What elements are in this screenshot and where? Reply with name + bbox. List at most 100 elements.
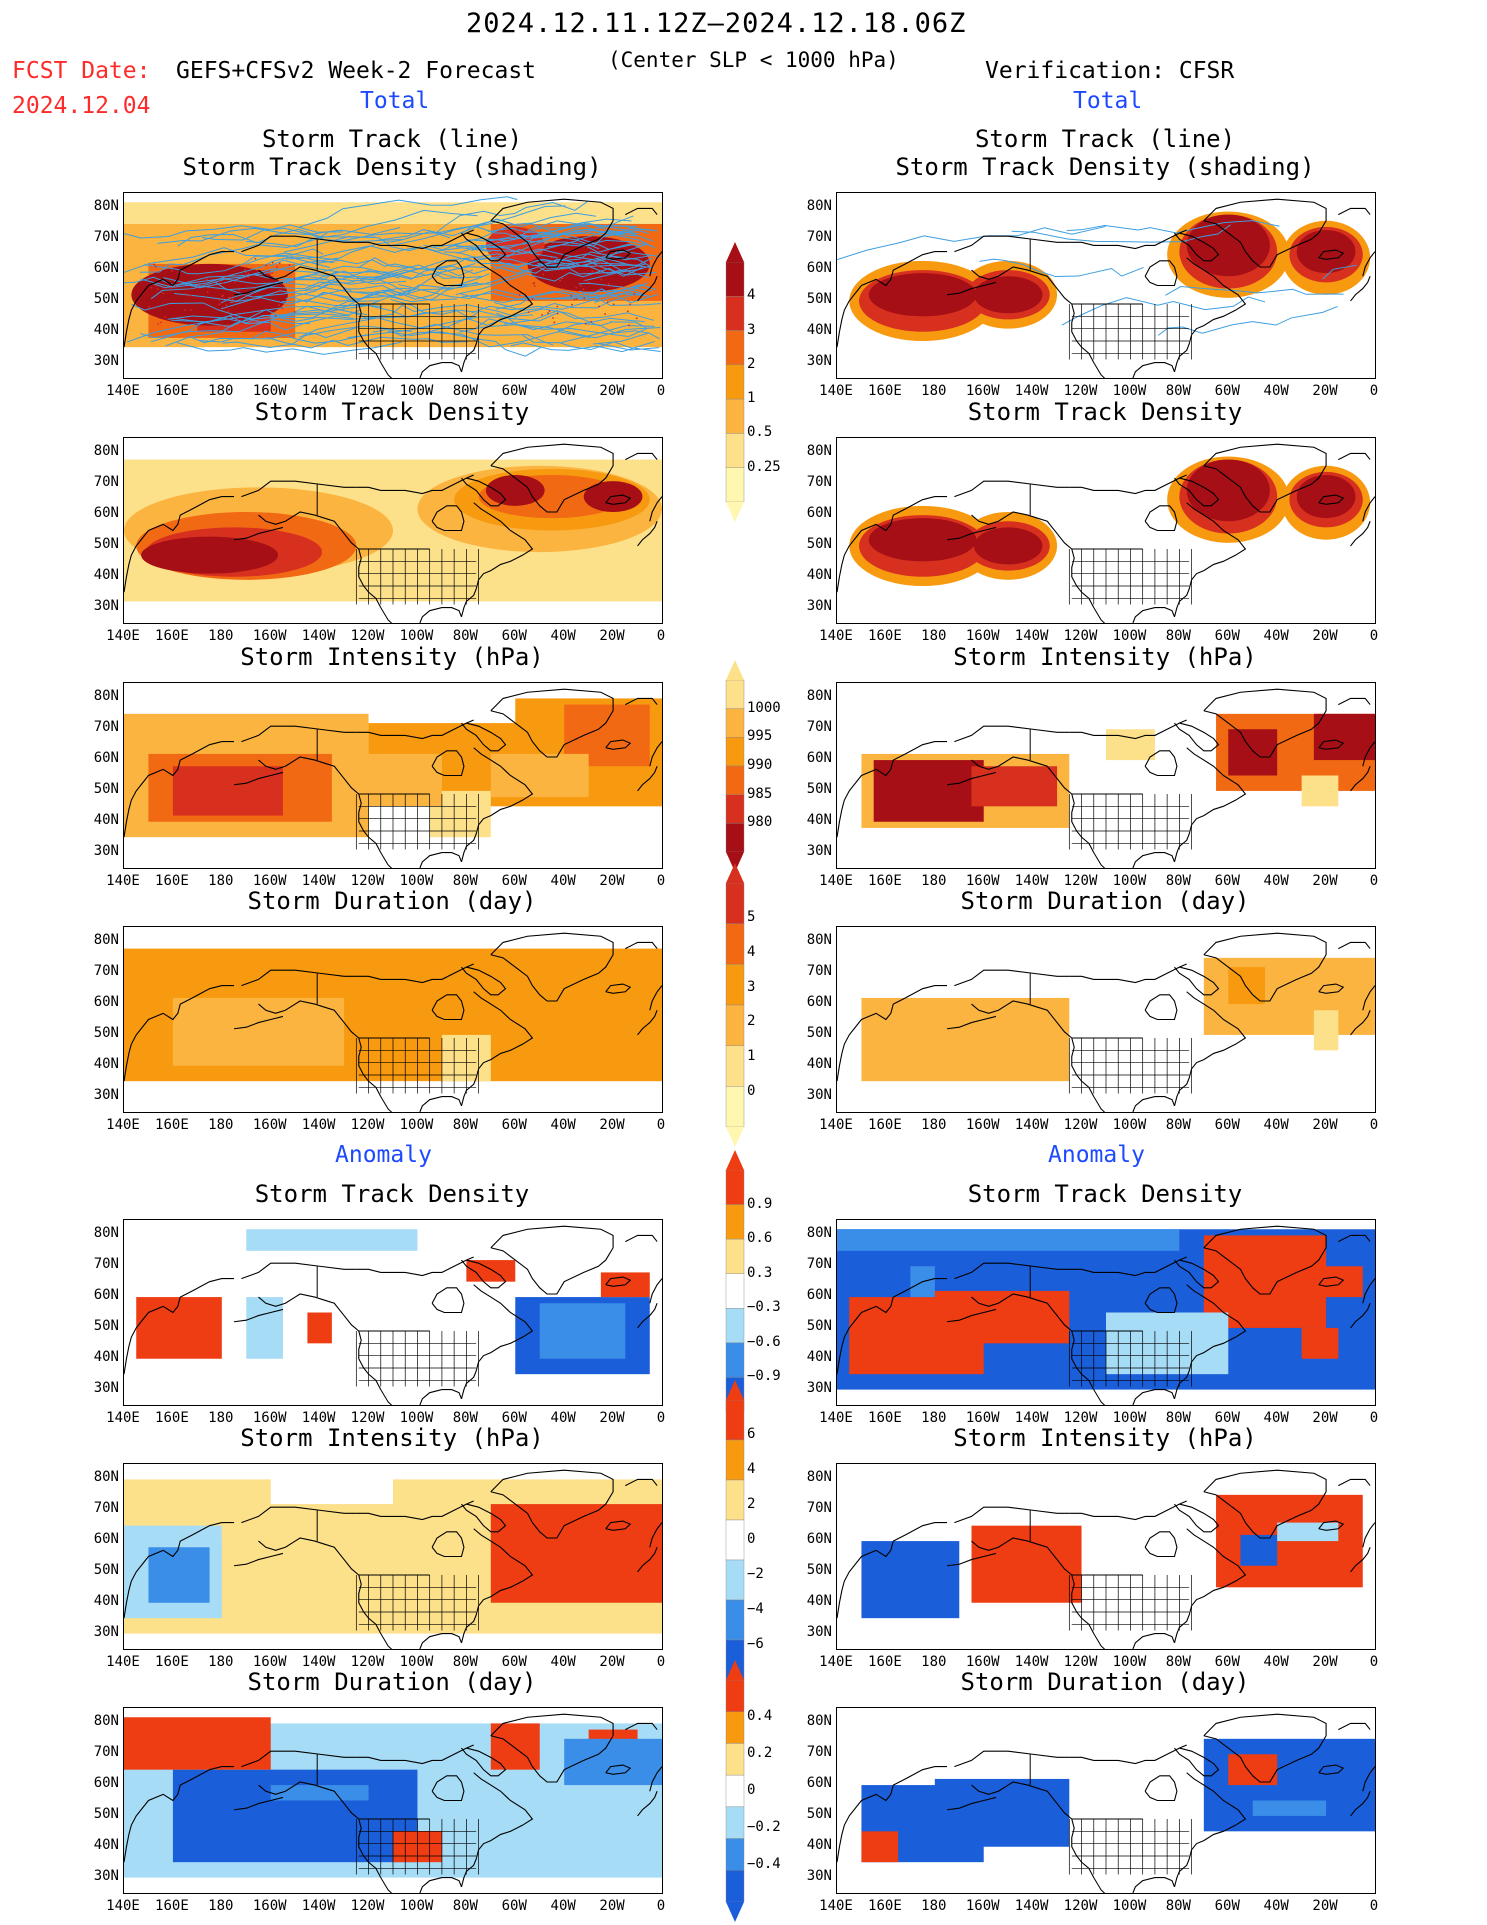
x-tick-right-row1-11: 0 [1369,628,1379,644]
x-tick-left-row4-9: 40W [550,1410,576,1426]
x-tick-left-row1-8: 60W [501,628,527,644]
colorbar-duration_anom [725,1660,745,1922]
x-tick-left-row5-7: 80W [452,1654,478,1670]
y-tick-right-row6-4: 40N [806,1836,832,1853]
x-tick-left-row1-4: 140W [301,628,336,644]
y-tick-right-row6-5: 30N [806,1867,832,1884]
x-tick-right-row6-7: 80W [1165,1898,1191,1914]
x-tick-left-row2-3: 160W [252,873,287,889]
x-tick-right-row1-7: 80W [1165,628,1191,644]
verification-label: Verification: CFSR [985,58,1235,84]
x-tick-left-row0-11: 0 [656,383,666,399]
section-anomaly-right: Anomaly [1048,1142,1145,1168]
x-tick-left-row5-4: 140W [301,1654,336,1670]
y-tick-left-row5-5: 30N [93,1623,119,1640]
y-tick-right-row0-3: 50N [806,290,832,307]
colorbar-tick-intensity_total-1: 995 [747,728,773,745]
y-tick-right-row1-2: 60N [806,505,832,522]
x-tick-left-row1-7: 80W [452,628,478,644]
x-tick-left-row5-9: 40W [550,1654,576,1670]
y-tick-left-row5-1: 70N [93,1500,119,1517]
x-tick-left-row0-2: 180 [208,383,234,399]
x-tick-left-row4-7: 80W [452,1410,478,1426]
y-tick-right-row6-3: 50N [806,1805,832,1822]
y-tick-left-row1-0: 80N [93,443,119,460]
x-tick-right-row0-2: 180 [921,383,947,399]
map-canvas-left-row5 [124,1469,662,1649]
date-range-title: 2024.12.11.12Z–2024.12.18.06Z [466,8,967,39]
colorbar-tick-duration_total-0: 5 [747,908,756,925]
y-tick-right-row4-2: 60N [806,1287,832,1304]
map-panel-left-row0 [123,192,663,379]
colorbar-tick-density_total-1: 3 [747,321,756,338]
x-tick-right-row0-6: 100W [1112,383,1147,399]
y-tick-right-row1-1: 70N [806,474,832,491]
y-tick-left-row5-4: 40N [93,1592,119,1609]
map-panel-left-row2 [123,682,663,869]
y-tick-right-row1-5: 30N [806,597,832,614]
x-tick-right-row2-8: 60W [1214,873,1240,889]
map-canvas-right-row0 [837,198,1375,378]
x-tick-right-row0-4: 140W [1014,383,1049,399]
x-tick-left-row0-5: 120W [350,383,385,399]
x-tick-left-row6-3: 160W [252,1898,287,1914]
x-tick-right-row4-3: 160W [965,1410,1000,1426]
map-canvas-left-row0 [124,196,662,378]
y-tick-left-row4-4: 40N [93,1348,119,1365]
x-tick-left-row6-9: 40W [550,1898,576,1914]
x-tick-right-row4-0: 140E [819,1410,853,1426]
x-tick-left-row3-6: 100W [399,1117,434,1133]
y-tick-right-row3-4: 40N [806,1055,832,1072]
panel-title-intensity-right-row5: Storm Intensity (hPa) [953,1424,1257,1452]
x-tick-left-row6-6: 100W [399,1898,434,1914]
x-tick-right-row2-5: 120W [1063,873,1098,889]
y-tick-right-row0-0: 80N [806,198,832,215]
x-tick-left-row6-4: 140W [301,1898,336,1914]
map-panel-right-row3 [836,926,1376,1113]
y-tick-left-row0-0: 80N [93,198,119,215]
x-tick-right-row1-5: 120W [1063,628,1098,644]
x-tick-left-row2-5: 120W [350,873,385,889]
map-panel-right-row0 [836,192,1376,379]
x-tick-right-row0-10: 20W [1312,383,1338,399]
y-tick-right-row1-3: 50N [806,535,832,552]
x-tick-left-row2-0: 140E [106,873,140,889]
x-tick-right-row0-9: 40W [1263,383,1289,399]
y-tick-left-row6-2: 60N [93,1775,119,1792]
map-panel-left-row4 [123,1219,663,1406]
y-tick-left-row1-2: 60N [93,505,119,522]
x-tick-left-row3-0: 140E [106,1117,140,1133]
x-tick-right-row5-2: 180 [921,1654,947,1670]
x-tick-right-row4-2: 180 [921,1410,947,1426]
x-tick-left-row3-8: 60W [501,1117,527,1133]
map-canvas-left-row3 [124,932,662,1112]
x-tick-left-row2-11: 0 [656,873,666,889]
x-tick-right-row0-3: 160W [965,383,1000,399]
x-tick-left-row1-6: 100W [399,628,434,644]
x-tick-right-row3-7: 80W [1165,1117,1191,1133]
y-tick-left-row0-4: 40N [93,321,119,338]
panel-title-duration-left-row6: Storm Duration (day) [247,1668,537,1696]
map-panel-left-row1 [123,437,663,624]
colorbar-density_total [725,242,745,522]
x-tick-right-row0-1: 160E [868,383,902,399]
y-tick-left-row3-2: 60N [93,994,119,1011]
y-tick-right-row0-4: 40N [806,321,832,338]
map-canvas-right-row4 [837,1225,1375,1405]
x-tick-right-row3-8: 60W [1214,1117,1240,1133]
x-tick-right-row3-0: 140E [819,1117,853,1133]
colorbar-tick-duration_total-2: 3 [747,978,756,995]
panel-title-track_shading-left-row0: Storm Track Density (shading) [182,153,602,181]
fcst-date-value: 2024.12.04 [12,93,151,119]
y-tick-left-row5-2: 60N [93,1531,119,1548]
x-tick-left-row4-5: 120W [350,1410,385,1426]
y-tick-right-row0-2: 60N [806,260,832,277]
x-tick-left-row2-1: 160E [155,873,189,889]
x-tick-left-row3-10: 20W [599,1117,625,1133]
x-tick-right-row2-9: 40W [1263,873,1289,889]
x-tick-left-row0-0: 140E [106,383,140,399]
x-tick-right-row4-10: 20W [1312,1410,1338,1426]
x-tick-right-row5-10: 20W [1312,1654,1338,1670]
y-tick-left-row3-1: 70N [93,963,119,980]
x-tick-right-row2-3: 160W [965,873,1000,889]
